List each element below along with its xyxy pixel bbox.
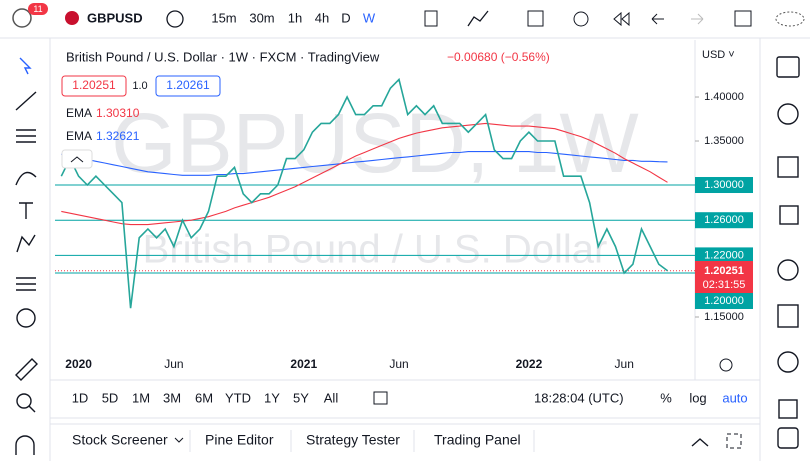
sell-box[interactable] bbox=[61, 75, 127, 97]
range-button[interactable]: 1Y bbox=[264, 390, 280, 405]
dropdown bbox=[174, 437, 184, 443]
level-label-box bbox=[695, 247, 753, 264]
maximize-panel[interactable] bbox=[726, 433, 742, 449]
date-range-icon[interactable] bbox=[373, 391, 388, 405]
flag bbox=[65, 11, 79, 25]
ema-value: 1.30310 bbox=[96, 106, 140, 120]
buy-box[interactable] bbox=[155, 75, 221, 97]
range-button[interactable]: 3M bbox=[163, 390, 181, 405]
clock: 18:28:04 (UTC) bbox=[534, 390, 624, 405]
x-tick-label: 2021 bbox=[290, 357, 317, 371]
indicators[interactable] bbox=[467, 10, 489, 27]
x-tick-label: Jun bbox=[615, 357, 634, 371]
price-box bbox=[695, 261, 753, 293]
x-tick-label: 2020 bbox=[65, 357, 92, 371]
legend-change: −0.00680 (−0.56%) bbox=[447, 50, 550, 64]
replay[interactable] bbox=[613, 11, 630, 27]
range-button[interactable]: YTD bbox=[225, 390, 251, 405]
y-tick-label: 1.35000 bbox=[704, 135, 744, 147]
interval[interactable]: W bbox=[363, 10, 376, 25]
collapse-legend[interactable] bbox=[61, 149, 93, 169]
watermark: British Pound / U.S. Dollar bbox=[143, 228, 608, 272]
panel-tab[interactable]: Strategy Tester bbox=[306, 432, 400, 448]
price-line bbox=[60, 77, 668, 309]
range-button[interactable]: 5Y bbox=[293, 390, 309, 405]
y-tick-label: 1.15000 bbox=[704, 311, 744, 323]
scale-option[interactable]: auto bbox=[722, 390, 747, 405]
alert[interactable] bbox=[573, 11, 589, 27]
fullscreen[interactable] bbox=[734, 10, 752, 27]
expand-panel[interactable] bbox=[691, 438, 709, 447]
interval[interactable]: 30m bbox=[249, 10, 274, 25]
undo[interactable] bbox=[651, 13, 664, 25]
currency[interactable]: USD ˅ bbox=[702, 49, 735, 61]
bid[interactable]: 1.20251 bbox=[72, 78, 116, 92]
interval[interactable]: 15m bbox=[211, 10, 236, 25]
range-button[interactable]: All bbox=[324, 390, 339, 405]
ema-line bbox=[61, 122, 668, 226]
ask[interactable]: 1.20261 bbox=[166, 78, 210, 92]
interval[interactable]: 4h bbox=[315, 10, 329, 25]
x-tick-label: Jun bbox=[164, 357, 183, 371]
scale-option[interactable]: log bbox=[689, 390, 706, 405]
countdown: 02:31:55 bbox=[703, 279, 746, 291]
layout[interactable] bbox=[527, 10, 544, 27]
chart-type[interactable] bbox=[424, 10, 438, 27]
ema-value: 1.32621 bbox=[96, 129, 140, 143]
panel-tab[interactable]: Pine Editor bbox=[205, 432, 274, 448]
level-label: 1.26000 bbox=[704, 214, 744, 226]
panel-tab[interactable]: Trading Panel bbox=[434, 432, 521, 448]
drawing-tools[interactable] bbox=[15, 57, 38, 455]
level-label: 1.22000 bbox=[704, 249, 744, 261]
cloud[interactable] bbox=[775, 11, 805, 27]
add-symbol[interactable] bbox=[166, 10, 184, 28]
ema-name: EMA bbox=[66, 106, 92, 120]
spread: 1.0 bbox=[132, 80, 147, 92]
level-label-box bbox=[695, 177, 753, 194]
current-price: 1.20251 bbox=[704, 265, 744, 277]
watermark: GBPUSD, 1W bbox=[111, 96, 638, 190]
settings[interactable] bbox=[719, 358, 733, 372]
range-button[interactable]: 1M bbox=[132, 390, 150, 405]
scale-option[interactable]: % bbox=[660, 390, 672, 405]
range-button[interactable]: 1D bbox=[72, 390, 89, 405]
ema-line bbox=[61, 151, 668, 176]
ema-name: EMA bbox=[66, 129, 92, 143]
interval[interactable]: D bbox=[341, 10, 350, 25]
interval[interactable]: 1h bbox=[288, 10, 302, 25]
level-label-box bbox=[695, 293, 753, 310]
panel-tab[interactable]: Stock Screener bbox=[72, 432, 168, 448]
chart: GBPUSD, 1W British Pound / U.S. Dollar 1.4… bbox=[55, 40, 753, 380]
y-tick-label: 1.40000 bbox=[704, 91, 744, 103]
level-label-box bbox=[695, 212, 753, 229]
level-label: 1.30000 bbox=[704, 179, 744, 191]
level-label: 1.20000 bbox=[704, 295, 744, 307]
side-panel-icons[interactable] bbox=[776, 56, 800, 449]
range-button[interactable]: 5D bbox=[102, 390, 119, 405]
badge bbox=[28, 3, 48, 15]
chevron bbox=[70, 156, 84, 163]
x-tick-label: Jun bbox=[389, 357, 408, 371]
legend-title: British Pound / U.S. Dollar · 1W · FXCM … bbox=[66, 49, 380, 64]
menu-icon[interactable] bbox=[12, 8, 32, 28]
redo[interactable] bbox=[691, 13, 704, 25]
range-button[interactable]: 6M bbox=[195, 390, 213, 405]
x-tick-label: 2022 bbox=[516, 357, 543, 371]
badge-count: 11 bbox=[33, 4, 42, 14]
symbol[interactable]: GBPUSD bbox=[87, 10, 143, 25]
